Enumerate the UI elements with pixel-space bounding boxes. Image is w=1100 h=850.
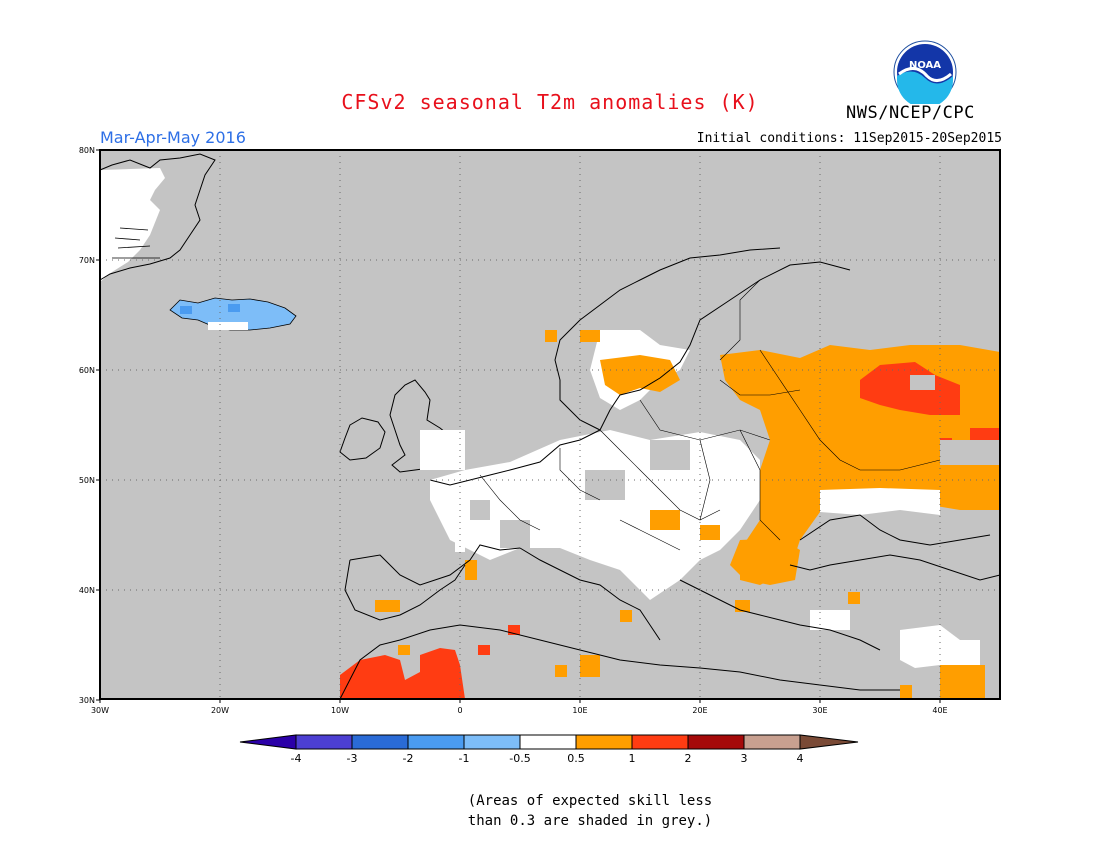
colorbar-segment	[463, 734, 521, 750]
colorbar: -4 -3 -2 -1 -0.5 0.5 1 2 3 4	[239, 734, 859, 765]
footnote-line-2: than 0.3 are shaded in grey.)	[467, 813, 713, 829]
skill-footnote: (Areas of expected skill less than 0.3 a…	[440, 791, 740, 831]
colorbar-segment	[351, 734, 409, 750]
lon-tick-label: 0	[457, 706, 462, 715]
colorbar-label: 1	[629, 752, 636, 765]
colorbar-label: 2	[685, 752, 692, 765]
greenland-coast	[99, 153, 216, 281]
colorbar-segment	[743, 734, 801, 750]
colorbar-label: 4	[797, 752, 804, 765]
colorbar-segment	[631, 734, 689, 750]
lon-axis: 30W 20W 10W 0 10E 20E 30E 40E	[91, 699, 948, 715]
colorbar-segment	[687, 734, 745, 750]
lon-tick-label: 30W	[91, 706, 109, 715]
lat-tick-label: 30N	[79, 696, 95, 705]
initial-conditions-label: Initial conditions: 11Sep2015-20Sep2015	[696, 131, 1002, 146]
lat-tick-label: 40N	[79, 586, 95, 595]
lon-tick-label: 20E	[692, 706, 707, 715]
agency-label: NWS/NCEP/CPC	[846, 103, 975, 123]
lon-tick-label: 30E	[812, 706, 827, 715]
colorbar-label: -2	[403, 752, 414, 765]
gridlines	[100, 150, 1000, 699]
greenland-white-region	[100, 168, 165, 282]
colorbar-segment	[519, 734, 577, 750]
ireland-outline	[339, 417, 386, 461]
colorbar-label: 3	[741, 752, 748, 765]
colorbar-label: 0.5	[567, 752, 585, 765]
sweden-orange-region	[600, 355, 680, 395]
north-africa-red-region	[340, 648, 465, 699]
lat-tick-label: 60N	[79, 366, 95, 375]
colorbar-arrow-right	[799, 734, 859, 750]
middle-east-white-region	[900, 625, 980, 668]
map-frame	[99, 149, 1001, 700]
noaa-logo: NOAA	[893, 40, 957, 104]
lon-tick-label: 20W	[211, 706, 229, 715]
svg-text:NOAA: NOAA	[909, 60, 941, 71]
lat-tick-label: 70N	[79, 256, 95, 265]
lon-tick-label: 10W	[331, 706, 349, 715]
central-europe-white-region	[430, 430, 760, 600]
season-label: Mar-Apr-May 2016	[100, 128, 246, 147]
colorbar-label: -3	[347, 752, 358, 765]
coastlines	[339, 247, 1001, 700]
colorbar-arrow-left	[239, 734, 297, 750]
colorbar-label: -0.5	[509, 752, 530, 765]
lon-tick-label: 40E	[932, 706, 947, 715]
lat-tick-label: 80N	[79, 146, 95, 155]
lat-tick-label: 50N	[79, 476, 95, 485]
country-borders	[479, 279, 941, 551]
colorbar-label: -4	[291, 752, 302, 765]
colorbar-label: -1	[459, 752, 470, 765]
iceland-region	[169, 297, 297, 331]
lat-axis: 80N 70N 60N 50N 40N 30N	[79, 146, 100, 705]
colorbar-segment	[295, 734, 353, 750]
colorbar-segment	[575, 734, 633, 750]
colorbar-segment	[407, 734, 465, 750]
lon-tick-label: 10E	[572, 706, 587, 715]
footnote-line-1: (Areas of expected skill less	[467, 793, 713, 809]
balkans-orange-region	[730, 538, 800, 585]
map-title: CFSv2 seasonal T2m anomalies (K)	[341, 90, 759, 114]
